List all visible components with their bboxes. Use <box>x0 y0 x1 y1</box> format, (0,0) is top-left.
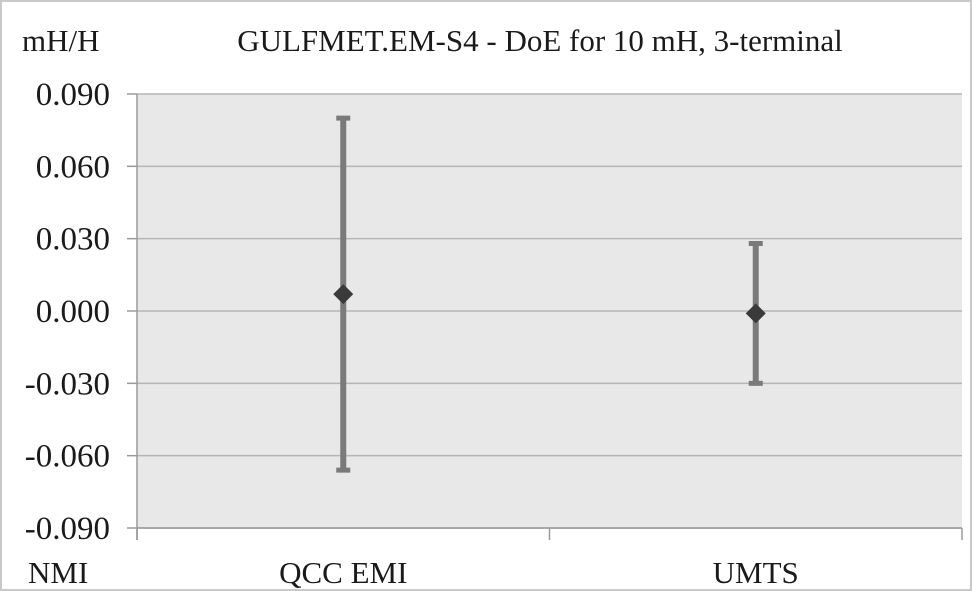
y-tick-label: 0.060 <box>36 149 110 185</box>
data-point-marker <box>745 303 766 324</box>
category-label: QCC EMI <box>279 555 407 590</box>
y-tick-label: 0.090 <box>36 77 110 113</box>
y-tick-label: -0.030 <box>25 366 110 402</box>
y-tick-label: -0.060 <box>25 439 110 475</box>
category-label: UMTS <box>713 555 799 590</box>
chart-title: GULFMET.EM-S4 - DoE for 10 mH, 3-termina… <box>237 23 843 58</box>
data-points <box>333 115 766 473</box>
y-tick-labels: 0.090 0.060 0.030 0.000 -0.030 -0.060 -0.090 <box>25 77 110 547</box>
category-labels: QCC EMI UMTS <box>279 555 799 590</box>
y-tick-label: 0.030 <box>36 222 110 258</box>
data-point-marker <box>333 284 354 305</box>
x-axis-label: NMI <box>28 555 88 590</box>
y-axis-unit-label: mH/H <box>22 23 100 58</box>
y-tick-label: 0.000 <box>36 294 110 330</box>
axes <box>136 94 963 540</box>
y-tick-label: -0.090 <box>25 511 110 547</box>
